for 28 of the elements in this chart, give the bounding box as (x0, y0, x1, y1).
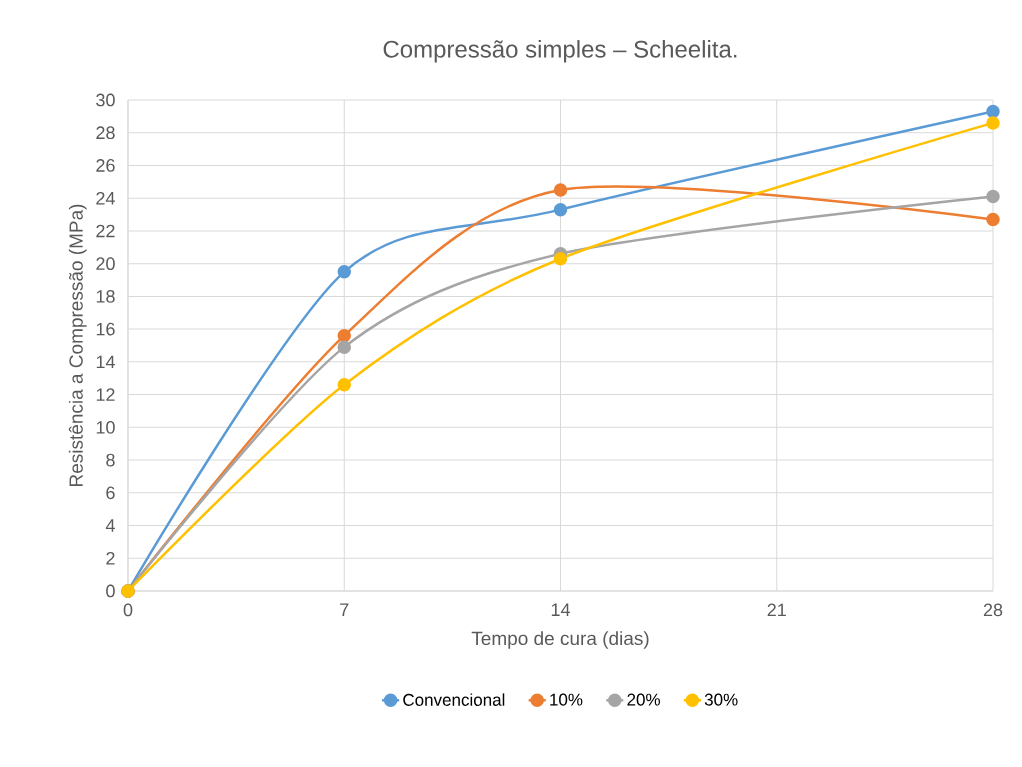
x-tick-label: 21 (767, 603, 786, 617)
legend-label: 20% (627, 693, 660, 706)
y-tick-label: 14 (96, 355, 115, 369)
x-tick-label: 28 (983, 603, 1003, 617)
x-tick-label: 0 (123, 603, 133, 617)
y-tick-label: 24 (96, 191, 115, 205)
x-axis-title: Tempo de cura (dias) (471, 631, 649, 649)
y-tick-label: 4 (105, 519, 115, 532)
y-tick-label: 0 (106, 584, 115, 598)
y-tick-label: 16 (96, 322, 115, 336)
legend-label: 30% (704, 693, 738, 706)
y-tick-label: 28 (96, 126, 115, 140)
y-axis-title: Resistência a Compressão (MPa) (68, 204, 87, 486)
y-tick-label: 8 (106, 453, 115, 467)
x-tick-label: 14 (551, 603, 570, 616)
y-tick-label: 26 (96, 159, 115, 172)
chart-title: Compressão simples – Scheelita. (383, 40, 737, 63)
y-tick-label: 22 (96, 224, 115, 238)
y-tick-label: 6 (106, 486, 115, 500)
y-tick-label: 30 (96, 93, 115, 107)
legend-label: 10% (550, 693, 583, 706)
x-tick-label: 7 (340, 603, 349, 616)
y-tick-label: 12 (96, 388, 115, 401)
legend-label: Convencional (403, 693, 505, 706)
y-tick-label: 2 (106, 551, 115, 565)
y-tick-label: 18 (96, 290, 115, 303)
y-tick-label: 10 (96, 420, 115, 434)
y-tick-label: 20 (96, 257, 115, 271)
